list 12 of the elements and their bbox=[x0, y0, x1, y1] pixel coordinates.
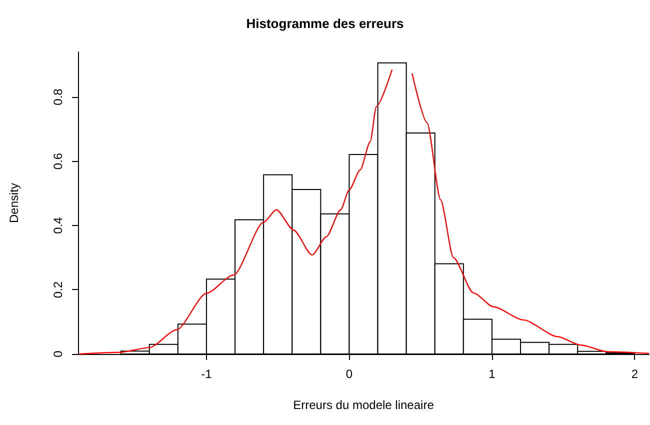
chart-title: Histogramme des erreurs bbox=[246, 16, 404, 31]
y-tick-label: 0.2 bbox=[51, 281, 65, 298]
y-axis-title: Density bbox=[7, 182, 21, 224]
x-axis-title: Erreurs du modele lineaire bbox=[293, 398, 434, 412]
y-tick-label: 0.4 bbox=[51, 216, 65, 234]
x-tick-label: 2 bbox=[631, 367, 638, 381]
x-tick-label: 0 bbox=[346, 367, 353, 381]
y-tick-label: 0.6 bbox=[51, 152, 65, 170]
y-tick-label: 0.8 bbox=[51, 88, 65, 106]
y-tick-label: 0 bbox=[51, 350, 65, 358]
x-tick-label: -1 bbox=[201, 367, 212, 381]
x-tick-label: 1 bbox=[488, 367, 496, 381]
